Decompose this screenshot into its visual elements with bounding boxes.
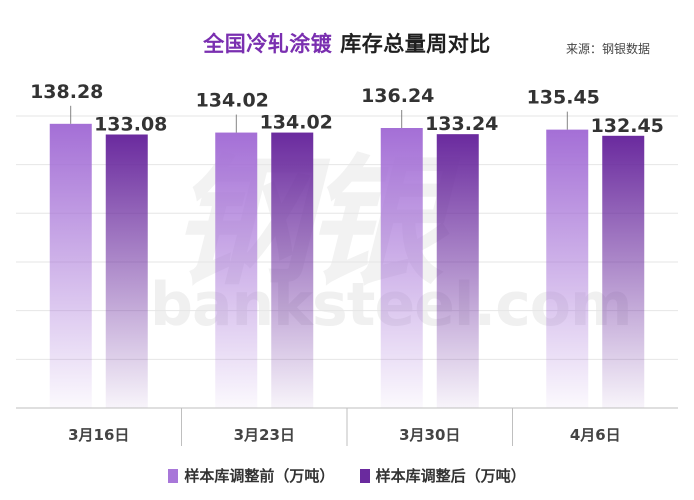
chart-title-rest: 库存总量周对比 [340, 32, 491, 56]
data-label: 133.08 [94, 113, 167, 135]
legend-swatch-after [359, 469, 370, 483]
source-note: 来源：钢银数据 [565, 42, 650, 56]
data-label: 133.24 [425, 113, 498, 135]
data-label: 132.45 [591, 115, 664, 137]
legend: 样本库调整前（万吨） 样本库调整后（万吨） [0, 465, 694, 486]
data-label: 138.28 [30, 81, 103, 103]
data-label: 134.02 [260, 112, 333, 134]
bar-before [546, 129, 589, 408]
x-tick-label: 3月30日 [399, 426, 460, 444]
data-label: 134.02 [196, 90, 269, 112]
bar-after [436, 134, 479, 408]
bar-before [49, 123, 92, 408]
x-tick-label: 4月6日 [570, 426, 621, 444]
legend-label-before: 样本库调整前（万吨） [184, 467, 335, 485]
legend-label-after: 样本库调整后（万吨） [375, 467, 526, 485]
bar-before [215, 132, 258, 408]
bar-after [602, 135, 645, 408]
chart-title: 全国冷轧涂镀 库存总量周对比 [0, 28, 694, 58]
bar-after [105, 134, 148, 408]
x-tick-label: 3月16日 [68, 426, 129, 444]
x-tick-label: 3月23日 [234, 426, 295, 444]
chart-title-highlight: 全国冷轧涂镀 [203, 32, 333, 56]
bar-before [380, 128, 423, 409]
legend-item-after[interactable]: 样本库调整后（万吨） [359, 465, 526, 486]
bar-after [271, 132, 314, 408]
data-label: 135.45 [527, 87, 600, 109]
data-label: 136.24 [361, 85, 434, 107]
legend-swatch-before [168, 469, 179, 483]
legend-item-before[interactable]: 样本库调整前（万吨） [168, 465, 334, 486]
